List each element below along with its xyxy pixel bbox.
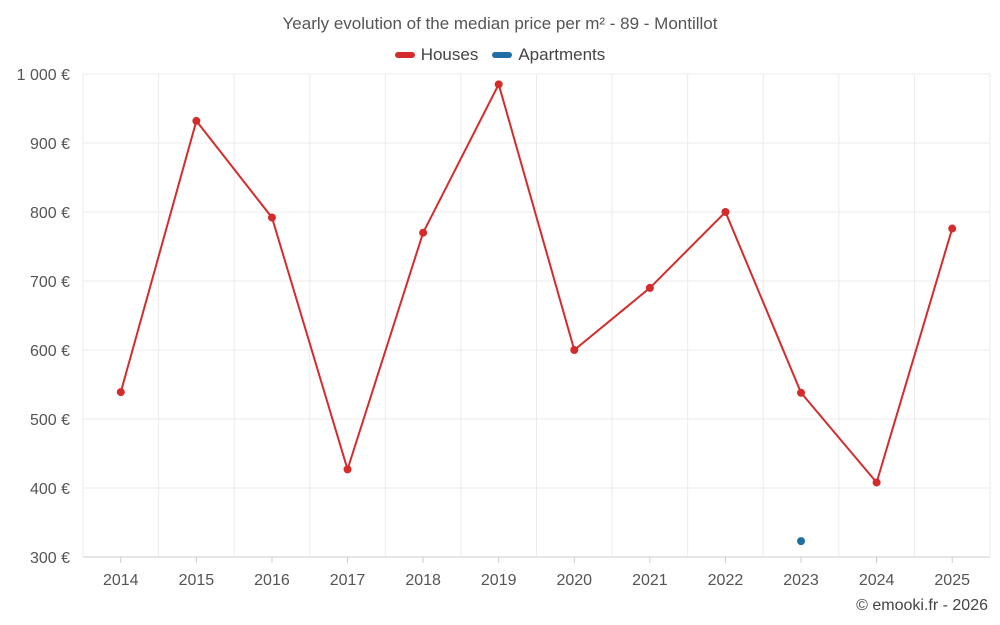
x-tick-label: 2014 [103, 572, 139, 589]
legend-swatch-apartments [492, 52, 513, 58]
y-tick-label: 900 € [30, 136, 70, 153]
x-tick-label: 2025 [934, 572, 970, 589]
data-point-houses [267, 213, 276, 222]
series-line-houses [119, 81, 954, 485]
data-point-houses [494, 80, 503, 89]
data-point-apartments [797, 537, 806, 546]
x-tick-label: 2015 [179, 572, 215, 589]
data-point-houses [192, 116, 201, 125]
x-tick-label: 2022 [708, 572, 744, 589]
x-tick-label: 2020 [556, 572, 592, 589]
y-tick-label: 400 € [30, 481, 70, 498]
data-point-houses [948, 224, 957, 233]
data-point-houses [419, 228, 428, 237]
y-tick-label: 600 € [30, 343, 70, 360]
legend: Houses Apartments [0, 45, 1000, 65]
y-tick-label: 300 € [30, 550, 70, 567]
legend-label-apartments: Apartments [518, 45, 606, 64]
data-point-houses [645, 283, 654, 292]
x-tick-label: 2023 [783, 572, 819, 589]
y-tick-label: 800 € [30, 205, 70, 222]
watermark: © emooki.fr - 2026 [856, 597, 988, 614]
y-tick-label: 500 € [30, 412, 70, 429]
data-point-houses [872, 478, 881, 487]
data-point-houses [721, 208, 730, 216]
x-tick-label: 2019 [481, 572, 517, 589]
chart-title: Yearly evolution of the median price per… [282, 14, 718, 33]
x-tick-label: 2017 [330, 572, 366, 589]
data-point-houses [570, 346, 579, 354]
x-tick-label: 2021 [632, 572, 668, 589]
legend-label-houses: Houses [420, 45, 479, 64]
data-point-houses [797, 388, 806, 397]
legend-item-apartments[interactable]: Apartments [492, 45, 605, 65]
data-point-houses [343, 465, 352, 474]
y-tick-label: 700 € [30, 274, 70, 291]
x-tick-label: 2018 [405, 572, 441, 589]
legend-item-houses[interactable]: Houses [394, 45, 479, 65]
data-point-houses [116, 388, 125, 397]
legend-swatch-houses [394, 52, 415, 58]
x-tick-label: 2024 [859, 572, 895, 589]
y-tick-label: 1 000 € [17, 67, 70, 84]
x-tick-label: 2016 [254, 572, 290, 589]
